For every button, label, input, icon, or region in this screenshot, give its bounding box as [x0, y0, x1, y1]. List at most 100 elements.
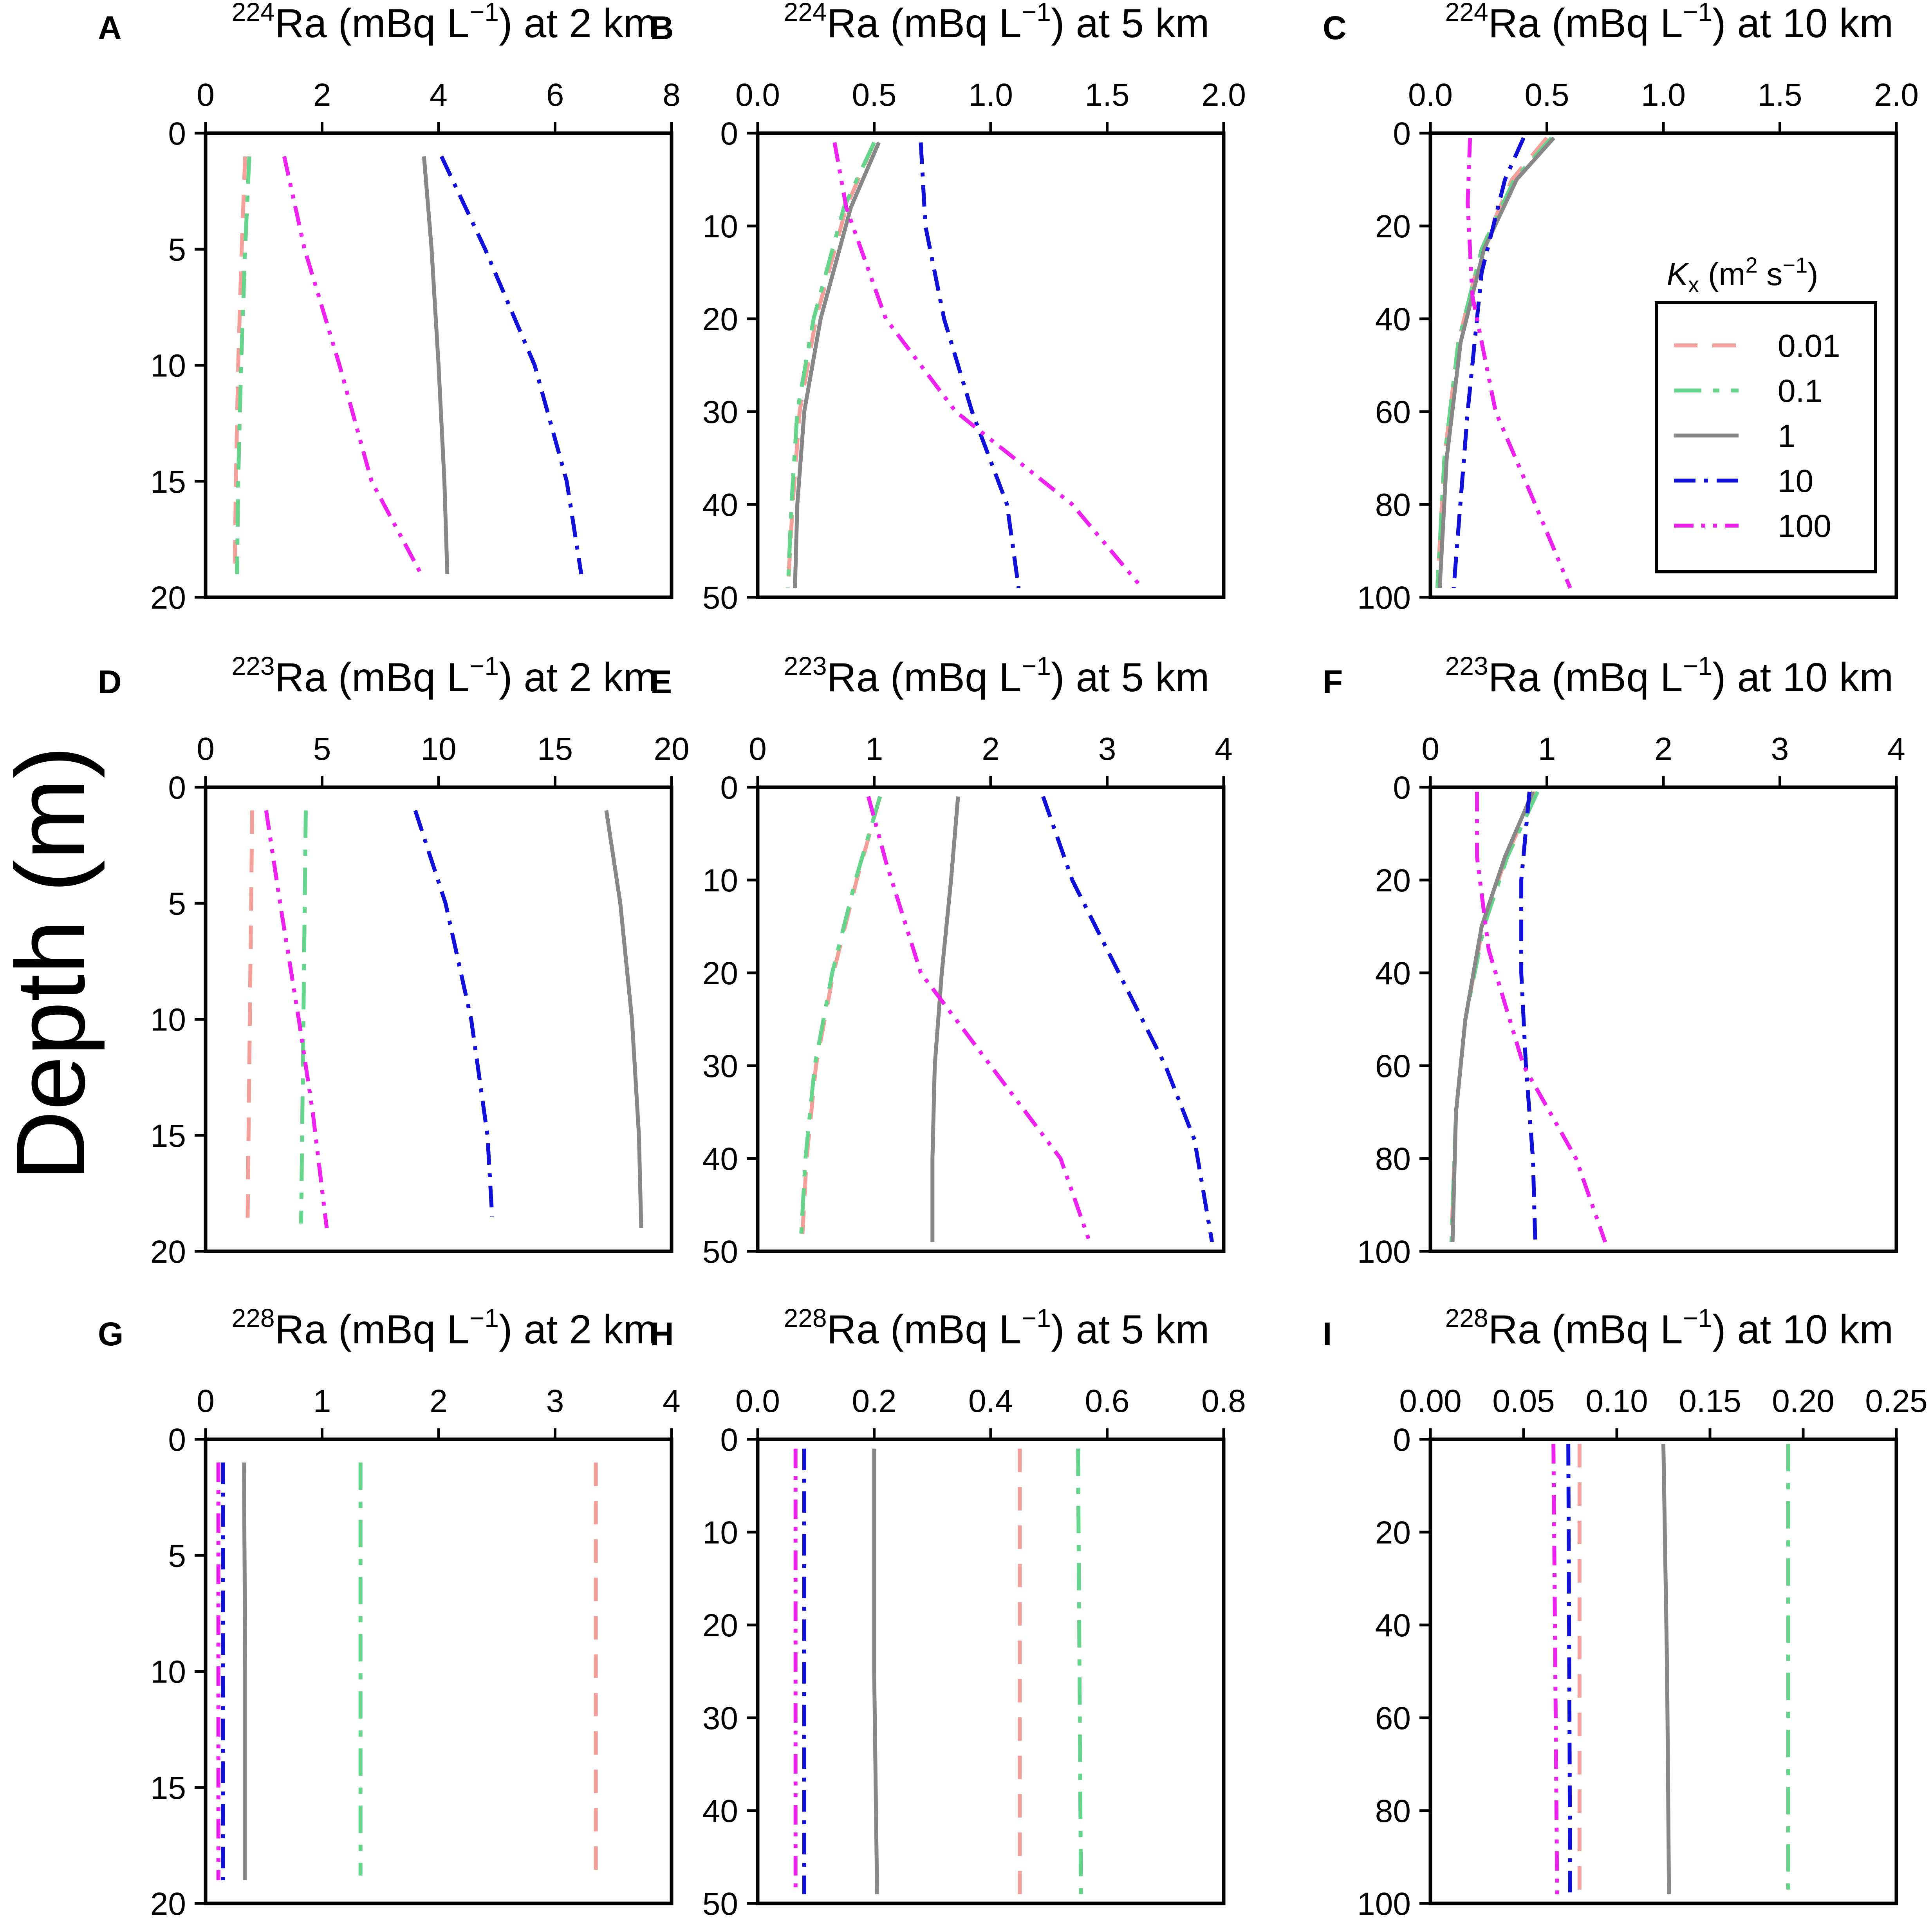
x-tick-label: 2	[1654, 731, 1672, 767]
panel-C: 0.0 0.5 1.0 1.5 2.0 0 20 40 60 80 100 C 224Ra (mBq L…	[1323, 0, 1919, 616]
y-tick-label: 40	[702, 487, 738, 523]
legend-label-10: 10	[1778, 463, 1813, 499]
y-tick-label: 20	[1375, 863, 1411, 898]
title-text: ) at 2 km	[499, 1, 657, 46]
series-line-0.01	[233, 156, 247, 574]
x-tick-label: 1.5	[1085, 77, 1130, 113]
legend-label-100: 100	[1778, 508, 1831, 544]
panel-title: 223Ra (mBq L−1) at 2 km	[232, 651, 657, 700]
series-line-10	[1041, 796, 1214, 1243]
panel-title: 224Ra (mBq L−1) at 5 km	[784, 0, 1210, 46]
y-tick-label: 0	[168, 116, 186, 152]
title-superscript: −1	[469, 1303, 499, 1332]
title-text: ) at 10 km	[1712, 1, 1893, 46]
panel-title: 223Ra (mBq L−1) at 5 km	[784, 651, 1210, 700]
panel-D: 0 5 10 15 20 0 5 10 15 20 D 223Ra (mBq L−1) at 2 km	[98, 651, 690, 1270]
y-tick-label: 80	[1375, 1141, 1411, 1177]
panel-title: 223Ra (mBq L−1) at 10 km	[1445, 651, 1894, 700]
y-tick-label: 40	[1375, 302, 1411, 337]
panel-letter: B	[650, 9, 674, 46]
series-line-0.1	[799, 796, 882, 1242]
title-superscript: −1	[1683, 1303, 1712, 1332]
series-line-100	[1466, 137, 1572, 589]
legend-title: Kx (m2 s−1)	[1667, 253, 1818, 297]
x-tick-label: 0.0	[735, 77, 780, 113]
y-tick-label: 10	[150, 1654, 186, 1690]
y-tick-label: 20	[150, 580, 186, 616]
title-text: ) at 5 km	[1051, 655, 1210, 700]
isotope-mass-number: 224	[784, 0, 827, 26]
x-tick-label: 1	[1538, 731, 1556, 767]
y-tick-label: 40	[702, 1141, 738, 1177]
series-line-1	[930, 796, 960, 1242]
isotope-mass-number: 224	[1445, 0, 1488, 26]
panel-letter: G	[98, 1316, 123, 1352]
isotope-mass-number: 223	[232, 651, 275, 680]
panel-title: 228Ra (mBq L−1) at 2 km	[232, 1303, 657, 1352]
series-line-0.1	[235, 156, 251, 574]
panel-letter: A	[98, 9, 122, 46]
series-line-100	[264, 810, 329, 1229]
series-line-100	[866, 796, 1092, 1243]
series-line-0.1	[786, 141, 876, 588]
x-tick-label: 0.15	[1679, 1383, 1741, 1419]
panel-title: 228Ra (mBq L−1) at 10 km	[1445, 1303, 1894, 1352]
x-tick-label: 0.10	[1585, 1383, 1648, 1419]
y-tick-label: 40	[1375, 956, 1411, 991]
title-text: Ra (mBq L	[1488, 1, 1683, 46]
x-tick-label: 4	[1215, 731, 1233, 767]
y-tick-label: 0	[1393, 116, 1411, 152]
x-tick-label: 0.5	[1525, 77, 1569, 113]
panel-G: 0 1 2 3 4 0 5 10 15 20 G 228Ra (mBq L−1) at 2 km	[98, 1303, 681, 1922]
panel-letter: C	[1323, 9, 1347, 46]
series-line-1	[1661, 1444, 1671, 1894]
y-tick-label: 50	[702, 1886, 738, 1922]
title-text: Ra (mBq L	[827, 1307, 1022, 1352]
title-text: ) at 5 km	[1051, 1307, 1210, 1352]
y-tick-label: 10	[150, 348, 186, 384]
series-line-100	[282, 156, 423, 575]
y-tick-label: 20	[1375, 209, 1411, 244]
x-tick-label: 0.0	[1408, 77, 1453, 113]
isotope-mass-number: 223	[1445, 651, 1488, 680]
y-tick-label: 30	[702, 1048, 738, 1084]
legend-title-subscript: x	[1688, 272, 1699, 297]
series-line-100	[1475, 792, 1607, 1243]
isotope-mass-number: 224	[232, 0, 275, 26]
plot-frame	[1428, 1437, 1898, 1905]
title-superscript: −1	[469, 0, 499, 26]
series-line-10	[439, 155, 583, 575]
series-line-0.01	[246, 810, 254, 1228]
x-tick-label: 0.8	[1201, 1383, 1246, 1419]
y-tick-label: 80	[1375, 487, 1411, 523]
title-superscript: −1	[1683, 0, 1712, 26]
title-text: Ra (mBq L	[1488, 655, 1683, 700]
x-tick-label: 1.5	[1758, 77, 1802, 113]
legend: Kx (m2 s−1) 0.01 0.1 1 10 100	[1655, 253, 1877, 573]
isotope-mass-number: 228	[232, 1303, 275, 1332]
panel-letter: D	[98, 663, 122, 700]
panel-A: 0 2 4 6 8 0 5 10 15 20 A 224Ra (mBq L−1) at 2 km	[98, 0, 681, 616]
series-line-10	[919, 142, 1021, 588]
legend-title-units: (m	[1699, 257, 1745, 292]
x-tick-label: 3	[1771, 731, 1789, 767]
series-line-10	[1519, 792, 1537, 1242]
y-tick-label: 0	[1393, 770, 1411, 806]
series-line-1	[793, 141, 881, 588]
x-tick-label: 0.20	[1772, 1383, 1834, 1419]
x-tick-label: 2.0	[1201, 77, 1246, 113]
series-line-1	[1450, 791, 1535, 1242]
y-axis-label: Depth (m)	[0, 746, 105, 1181]
x-tick-label: 0.6	[1085, 1383, 1130, 1419]
panel-title: 224Ra (mBq L−1) at 2 km	[232, 0, 657, 46]
x-tick-label: 0.00	[1399, 1383, 1462, 1419]
y-tick-label: 100	[1357, 1886, 1411, 1922]
x-tick-label: 4	[430, 77, 448, 113]
y-tick-label: 20	[702, 956, 738, 991]
y-tick-label: 5	[168, 232, 186, 267]
series-line-100	[1551, 1444, 1559, 1894]
series-line-0.1	[299, 810, 308, 1224]
title-superscript: −1	[1022, 0, 1051, 26]
